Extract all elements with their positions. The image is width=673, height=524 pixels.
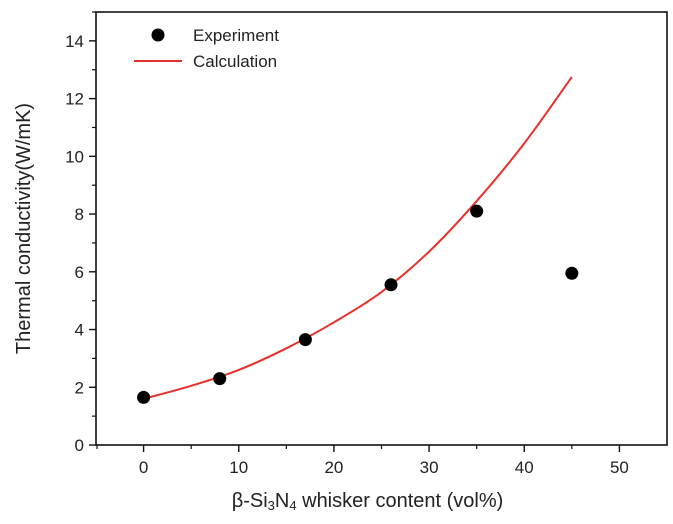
legend: Experiment Calculation (134, 26, 279, 71)
y-axis-ticks: 0 2 4 6 8 10 12 14 (65, 11, 96, 455)
x-tick-label: 30 (420, 458, 439, 477)
series-layer (137, 76, 579, 404)
x-tick-label: 10 (229, 458, 248, 477)
x-axis-label: β-Si3N4 whisker content (vol%) (232, 490, 504, 513)
y-tick-label: 14 (65, 32, 84, 51)
plot-frame (95, 11, 668, 446)
y-axis-label: Thermal conductivity(W/mK) (13, 103, 35, 354)
plot-border (95, 11, 668, 446)
experiment-point (213, 372, 227, 386)
x-axis-ticks: 0 10 20 30 40 50 (96, 445, 629, 477)
y-tick-label: 0 (75, 436, 84, 455)
x-tick-label: 20 (324, 458, 343, 477)
experiment-point (298, 333, 312, 347)
experiment-point (384, 278, 398, 292)
legend-experiment-marker (151, 28, 165, 42)
x-tick-label: 50 (610, 458, 629, 477)
x-tick-label: 40 (515, 458, 534, 477)
y-tick-label: 8 (75, 205, 84, 224)
experiment-point (137, 390, 151, 404)
y-tick-label: 10 (65, 147, 84, 166)
x-tick-label: 0 (139, 458, 148, 477)
calculation-line (143, 76, 573, 400)
y-tick-label: 12 (65, 90, 84, 109)
y-tick-label: 2 (75, 378, 84, 397)
legend-calculation-label: Calculation (193, 52, 277, 71)
y-tick-label: 6 (75, 263, 84, 282)
experiment-point (565, 266, 579, 280)
legend-experiment-label: Experiment (193, 26, 279, 45)
experiment-point (470, 204, 484, 218)
y-tick-label: 4 (75, 321, 84, 340)
